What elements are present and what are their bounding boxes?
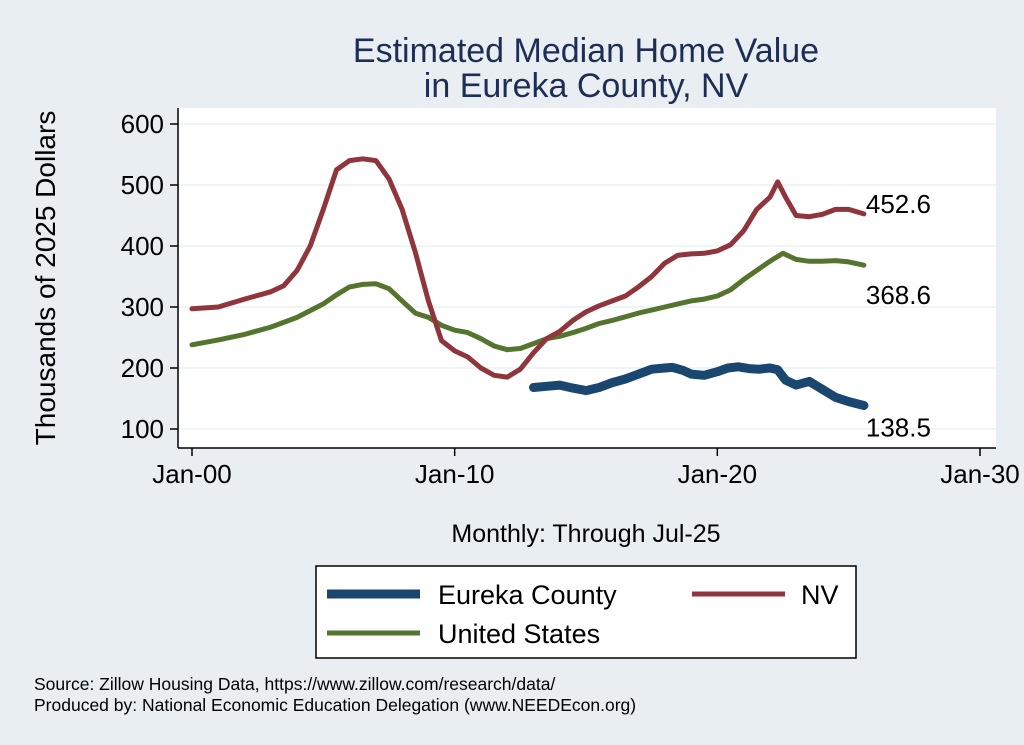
tick-labels: 100 200 300 400 500 600 Jan-00 Jan-10 Jan-20 Jan-… [121, 109, 1020, 489]
source-note: Source: Zillow Housing Data, https://www… [34, 674, 555, 694]
legend: Eureka County NV United States [315, 565, 857, 659]
legend-label-eureka-county: Eureka County [438, 580, 617, 610]
produced-by-note: Produced by: National Economic Education… [34, 695, 636, 715]
chart-title-line-2: in Eureka County, NV [424, 67, 749, 105]
plot-area [178, 108, 996, 448]
chart-title-line-1: Estimated Median Home Value [353, 32, 819, 70]
y-tick-label-400: 400 [121, 231, 164, 261]
series-line-nv [189, 156, 867, 380]
y-tick-label-300: 300 [121, 292, 164, 322]
y-axis-label: Thousands of 2025 Dollars [30, 111, 61, 446]
end-label-united-states: 368.6 [866, 280, 931, 310]
series-line-united-states [189, 250, 867, 353]
x-tick-label-Jan-30: Jan-30 [940, 459, 1020, 489]
y-tick-label-500: 500 [121, 170, 164, 200]
end-labels: 138.5 452.6 368.6 [866, 189, 931, 443]
y-tick-label-600: 600 [121, 109, 164, 139]
legend-label-nv: NV [801, 580, 839, 610]
series-lines [189, 156, 869, 410]
legend-box [315, 565, 857, 659]
end-label-eureka-county: 138.5 [866, 413, 931, 443]
x-axis-label: Monthly: Through Jul-25 [451, 520, 720, 548]
x-tick-label-Jan-10: Jan-10 [415, 459, 495, 489]
y-tick-label-100: 100 [121, 414, 164, 444]
legend-label-united-states: United States [438, 619, 600, 649]
axes [170, 108, 996, 456]
y-tick-label-200: 200 [121, 353, 164, 383]
series-line-eureka-county [529, 362, 869, 410]
x-tick-label-Jan-20: Jan-20 [678, 459, 758, 489]
x-tick-label-Jan-00: Jan-00 [152, 459, 232, 489]
end-label-nv: 452.6 [866, 189, 931, 219]
